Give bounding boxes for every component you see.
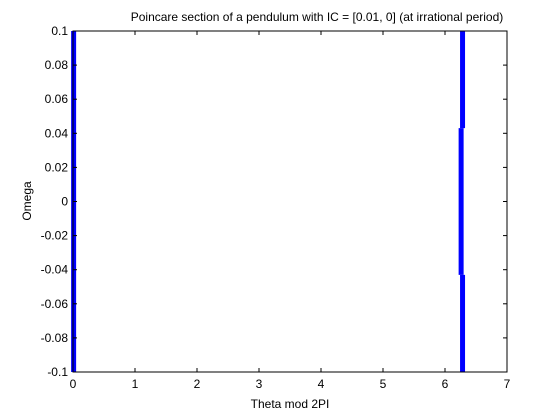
x-tick-label: 6 xyxy=(442,377,449,391)
x-tick-label: 5 xyxy=(380,377,387,391)
plot-area xyxy=(73,31,507,372)
y-tick-label: -0.02 xyxy=(41,229,69,243)
x-tick-label: 2 xyxy=(194,377,201,391)
x-tick-label: 4 xyxy=(318,377,325,391)
y-tick-label: 0.06 xyxy=(45,92,69,106)
y-tick-label: -0.1 xyxy=(47,365,68,379)
x-axis-label: Theta mod 2PI xyxy=(251,397,330,411)
y-tick-label: -0.04 xyxy=(41,263,69,277)
y-tick-label: 0 xyxy=(61,195,68,209)
y-axis-ticks: -0.1 -0.08 -0.06 -0.04 -0.02 0 0.02 0.04 0.06 0.0… xyxy=(41,24,507,379)
y-axis-label: Omega xyxy=(20,181,34,221)
x-tick-label: 7 xyxy=(504,377,511,391)
chart-title: Poincare section of a pendulum with IC =… xyxy=(131,10,504,24)
x-tick-label: 1 xyxy=(132,377,139,391)
y-tick-label: 0.04 xyxy=(45,126,69,140)
y-tick-label: -0.08 xyxy=(41,331,69,345)
y-tick-label: 0.08 xyxy=(45,58,69,72)
x-tick-label: 3 xyxy=(256,377,263,391)
y-tick-label: 0.1 xyxy=(51,24,68,38)
y-tick-label: -0.06 xyxy=(41,297,69,311)
x-tick-label: 0 xyxy=(70,377,77,391)
y-tick-label: 0.02 xyxy=(45,160,69,174)
x-axis-ticks: 0 1 2 3 4 5 6 7 xyxy=(70,31,511,391)
